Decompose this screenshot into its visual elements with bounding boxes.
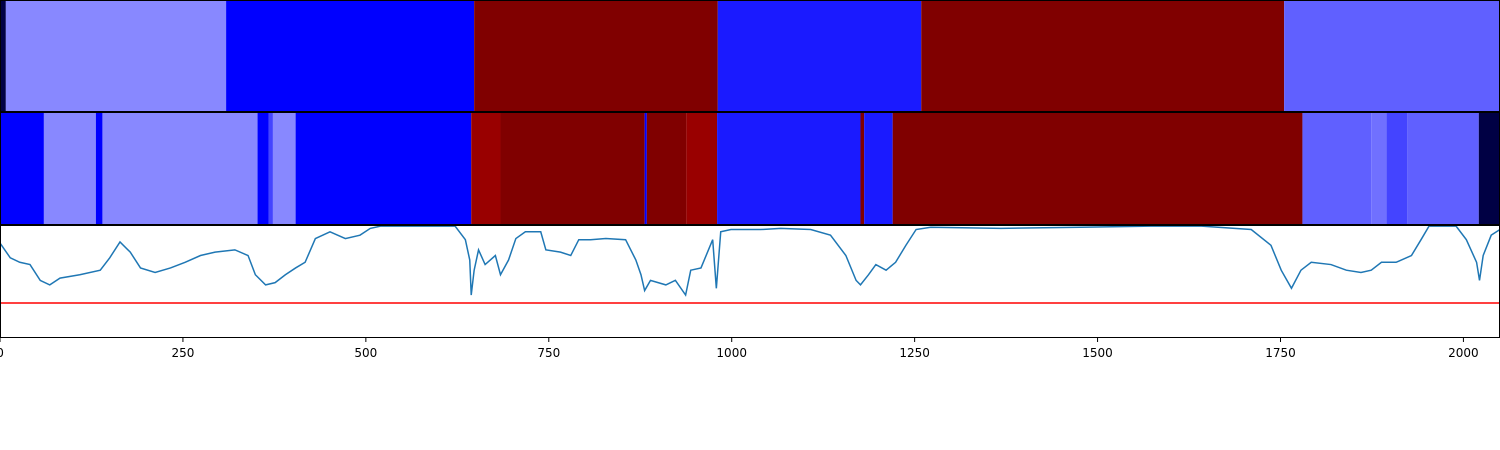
segment [471, 112, 501, 225]
x-tick-label: 1000 [716, 346, 747, 360]
x-tick-label: 500 [354, 346, 377, 360]
segment [257, 112, 269, 225]
segment [0, 112, 44, 225]
segment [1284, 0, 1500, 112]
segment [892, 112, 1303, 225]
segment [1478, 112, 1500, 225]
x-tick-label: 1250 [899, 346, 930, 360]
segment [95, 112, 103, 225]
segment [102, 112, 258, 225]
segment [295, 112, 472, 225]
segment [226, 0, 475, 112]
segment [1386, 112, 1408, 225]
segment [686, 112, 718, 225]
line-series [0, 225, 1500, 297]
segment [646, 112, 687, 225]
segment [860, 112, 865, 225]
segment [864, 112, 893, 225]
segment [921, 0, 1285, 112]
x-tick-label: 750 [537, 346, 560, 360]
panel-frame [0, 225, 1500, 338]
segment [474, 0, 718, 112]
segment [1302, 112, 1372, 225]
segment [717, 0, 922, 112]
x-tick-label: 250 [171, 346, 194, 360]
segment [644, 112, 647, 225]
segment [1407, 112, 1479, 225]
segment [272, 112, 296, 225]
segment [43, 112, 96, 225]
segment [717, 112, 861, 225]
x-tick-label: 1750 [1265, 346, 1296, 360]
segment [500, 112, 645, 225]
segment [5, 0, 227, 112]
x-tick-label: 0 [0, 346, 4, 360]
x-tick-label: 2000 [1448, 346, 1479, 360]
x-tick-label: 1500 [1082, 346, 1113, 360]
segment [0, 0, 6, 112]
segment [1371, 112, 1387, 225]
segment [268, 112, 273, 225]
